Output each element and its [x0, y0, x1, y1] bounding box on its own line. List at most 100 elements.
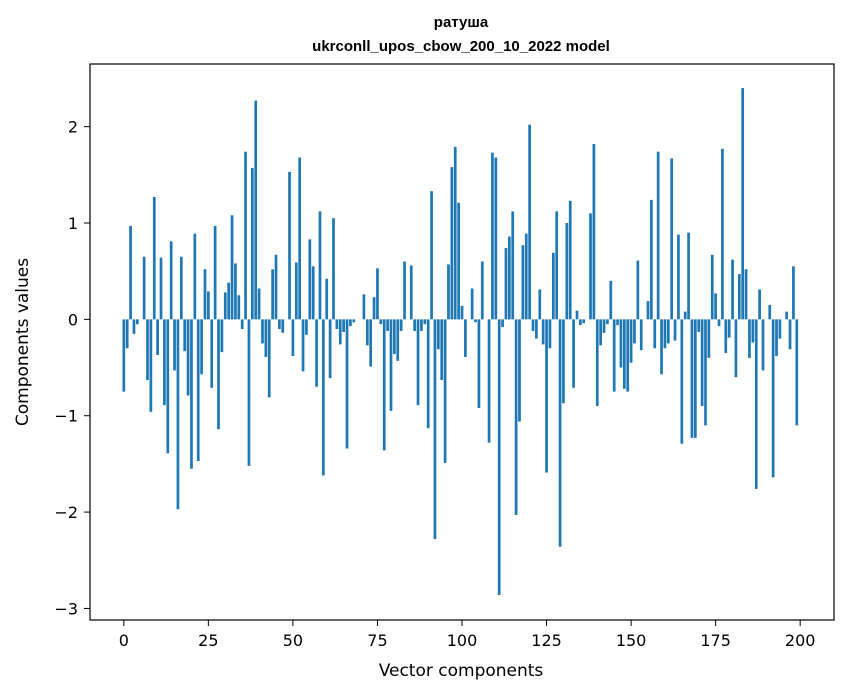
bar [396, 319, 400, 361]
bar [393, 319, 396, 355]
bar [565, 222, 569, 320]
bar [612, 319, 616, 392]
bar [389, 319, 393, 411]
bar [626, 319, 630, 392]
bar [423, 319, 427, 325]
y-axis-ticks: −3 −2 −1 0 1 2 [54, 118, 90, 618]
bar [152, 196, 156, 320]
bar [575, 310, 579, 320]
bar [413, 319, 417, 331]
bar [183, 319, 187, 352]
bar [301, 319, 305, 372]
bar [683, 311, 687, 320]
bar [267, 319, 271, 398]
bar [352, 319, 356, 323]
bar [223, 292, 227, 320]
chart-title-line-1: ратуша [434, 14, 489, 31]
bar [497, 319, 501, 595]
bar [362, 294, 366, 320]
bar [345, 319, 349, 449]
bar [514, 319, 518, 515]
bar [460, 305, 464, 320]
bar [365, 319, 369, 346]
bar [227, 282, 231, 320]
bar [704, 319, 707, 426]
bar-series [122, 88, 799, 595]
bar [382, 319, 386, 451]
bar [707, 319, 711, 358]
bar [528, 124, 531, 320]
bar [254, 100, 258, 320]
x-tick-label: 175 [700, 631, 731, 650]
bar [744, 269, 748, 320]
bar [693, 319, 697, 438]
bar [609, 280, 613, 320]
bar [673, 319, 677, 341]
x-axis-ticks: 0 25 50 75 100 125 150 175 200 [119, 620, 815, 650]
bar [426, 319, 430, 429]
bar [122, 319, 126, 392]
bar [754, 319, 758, 489]
bar [768, 304, 772, 320]
bar [210, 319, 214, 388]
bar [186, 319, 190, 396]
bar [511, 211, 515, 320]
bar [250, 168, 254, 320]
bar [788, 319, 792, 350]
x-tick-label: 125 [531, 631, 562, 650]
bar [230, 215, 234, 320]
bar [430, 191, 433, 320]
bar [457, 202, 460, 320]
bar [518, 319, 521, 422]
bar [443, 319, 447, 463]
bar [135, 319, 139, 325]
bar [636, 260, 640, 320]
bar [582, 319, 586, 324]
plot-frame [89, 63, 835, 621]
bar [305, 319, 308, 335]
bar [399, 319, 403, 331]
bar [731, 259, 734, 320]
x-tick-label: 150 [616, 631, 647, 650]
bar [237, 295, 241, 320]
bar [579, 319, 582, 326]
bar [416, 319, 420, 406]
bar [602, 319, 606, 333]
bar [129, 225, 132, 320]
bar [464, 319, 467, 357]
bar [666, 319, 670, 344]
bar [589, 213, 592, 320]
bar [450, 167, 454, 320]
bar [592, 143, 596, 320]
bar [311, 266, 315, 320]
y-axis-label: Components values [13, 258, 33, 426]
bar [480, 261, 484, 320]
x-tick-label: 25 [198, 631, 218, 650]
bar [264, 319, 268, 357]
bar [616, 319, 619, 326]
bar [278, 319, 281, 329]
bar [453, 146, 457, 320]
bar [173, 319, 176, 371]
bar [785, 311, 789, 320]
chart-title-line-2: ukrconll_upos_cbow_200_10_2022 model [312, 38, 610, 55]
bar [349, 319, 352, 327]
bar [179, 256, 183, 320]
bar [203, 269, 207, 320]
bar [501, 319, 504, 328]
bar [166, 319, 170, 454]
bar [125, 319, 129, 349]
bar [524, 233, 528, 320]
x-tick-label: 75 [367, 631, 387, 650]
bar [213, 225, 217, 320]
bar [680, 319, 684, 444]
bar [470, 288, 474, 320]
bar [487, 319, 491, 443]
bar [714, 293, 717, 320]
y-tick-label: 2 [68, 118, 78, 137]
bar [386, 319, 389, 331]
bar [650, 199, 653, 320]
x-tick-label: 100 [447, 631, 478, 650]
bar [734, 319, 738, 378]
